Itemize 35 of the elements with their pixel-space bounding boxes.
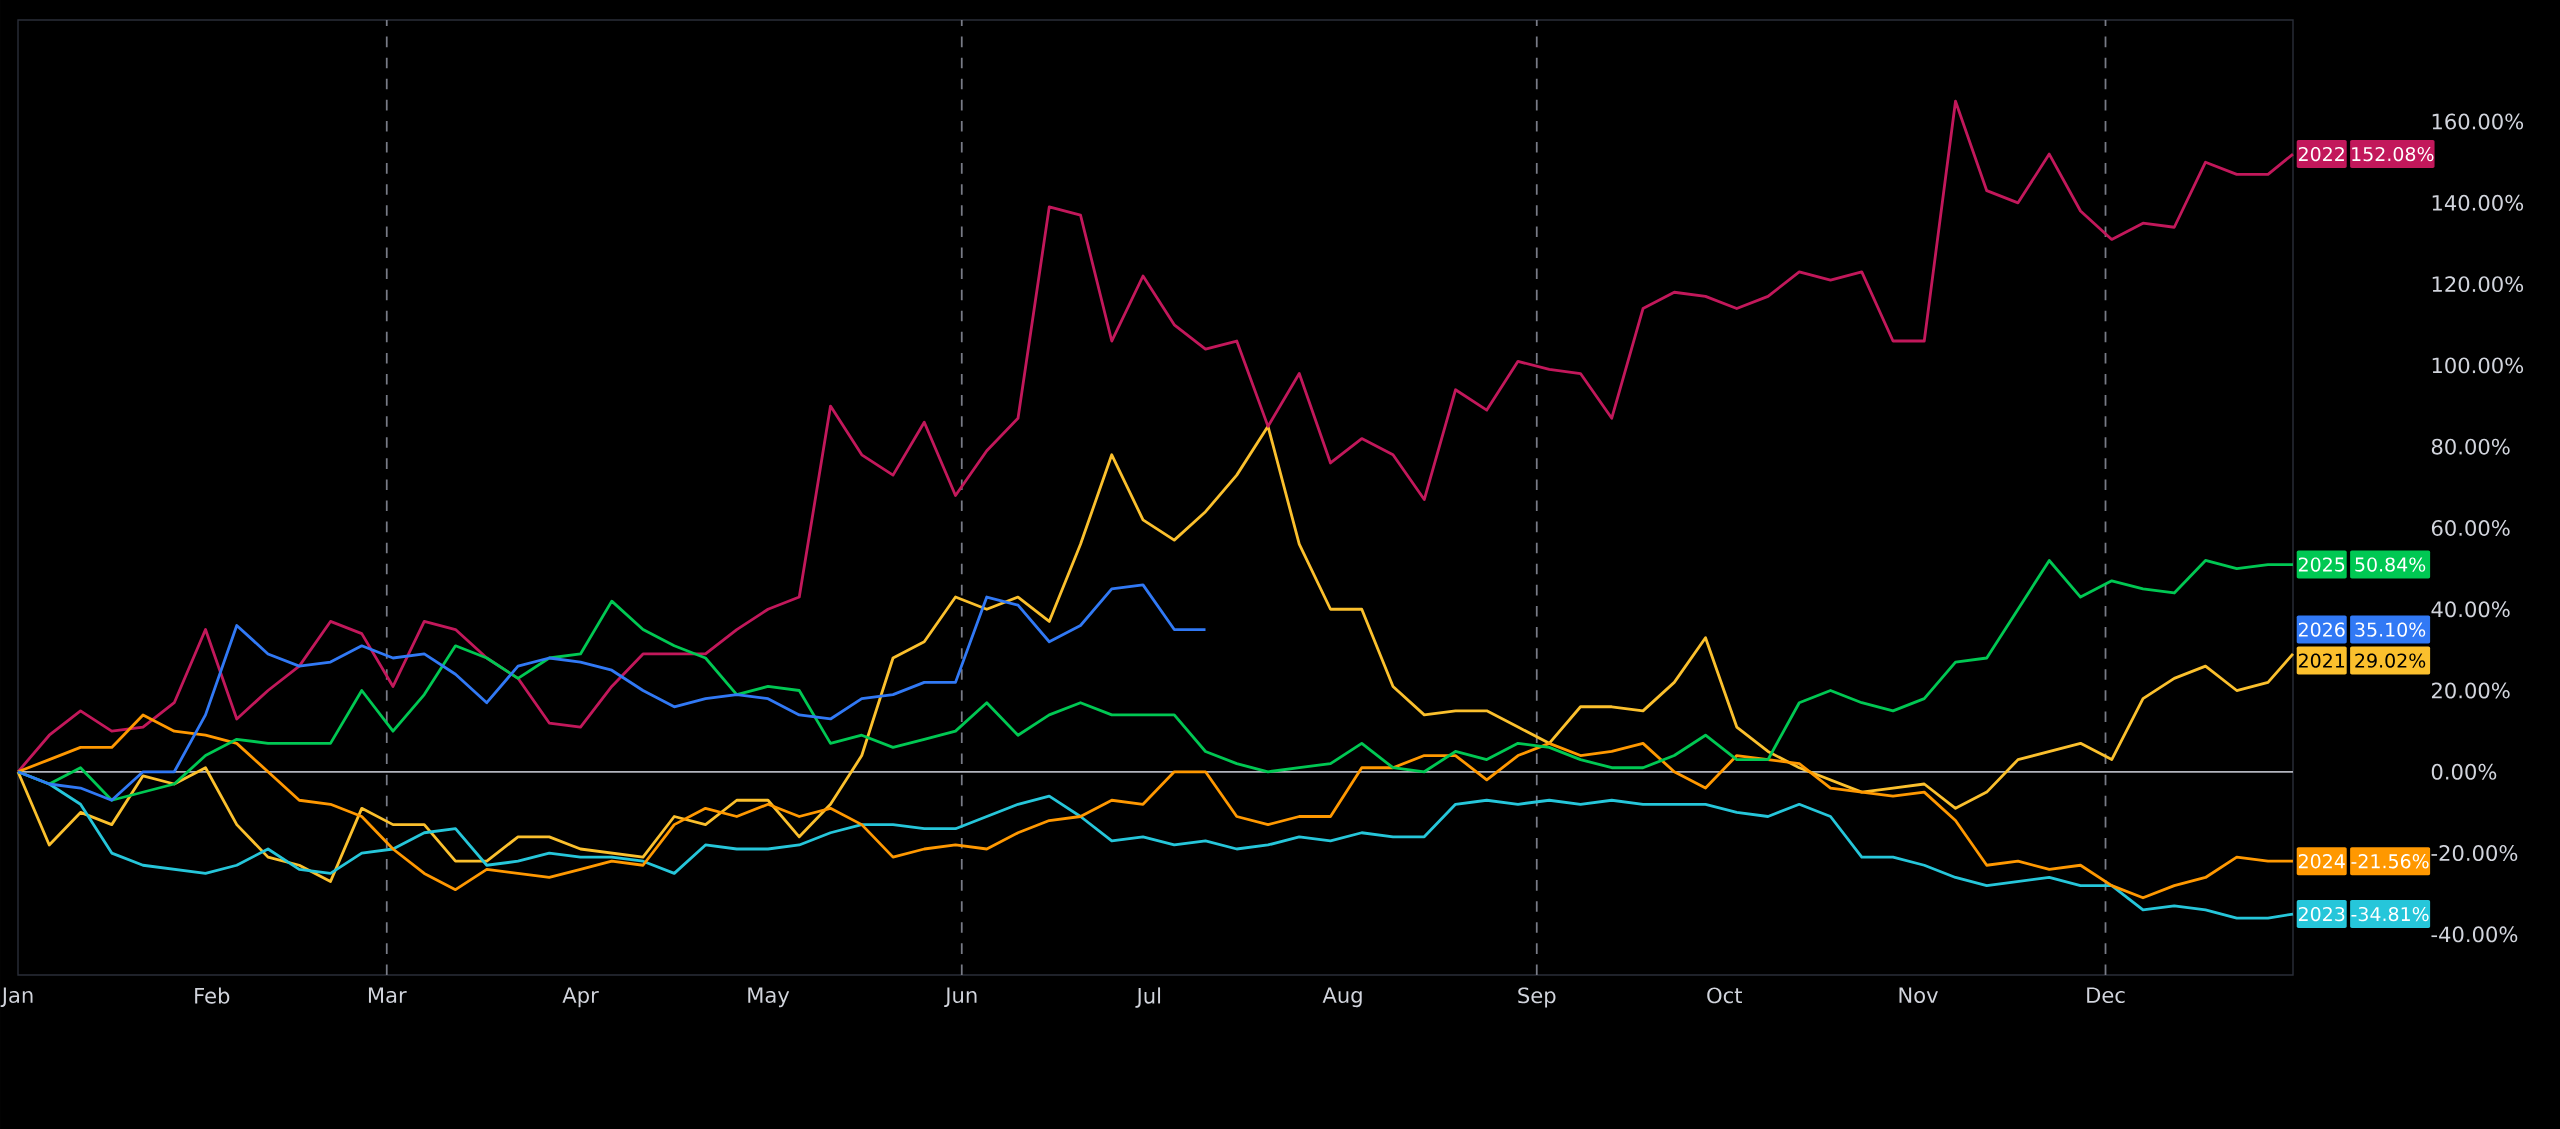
x-tick-label: Nov (1899, 987, 1938, 1004)
x-tick-label: Jan (0, 987, 33, 1008)
x-tick-label: Oct (1707, 987, 1742, 1004)
x-tick-label: Jun (944, 987, 977, 1008)
legend-label: 2025 (2298, 557, 2345, 572)
x-tick-label: Mar (368, 987, 407, 1004)
text: -21.56% (2351, 854, 2429, 869)
legend-label: 2024 (2298, 854, 2345, 869)
x-tick-label: Feb (195, 987, 230, 1004)
x-tick-label: May (748, 987, 790, 1008)
legend-label: 2021 (2298, 653, 2345, 668)
y-tick-label: -20.00% (2431, 845, 2518, 862)
y-tick-label: 160.00% (2432, 113, 2524, 130)
y-tick-label: 60.00% (2431, 519, 2510, 536)
text: 35.10% (2355, 622, 2426, 637)
x-tick-label: Jul (1135, 987, 1161, 1008)
legend-label: 2026 (2298, 622, 2345, 637)
x-tick-label: Dec (2087, 987, 2125, 1004)
x-tick-label: Apr (562, 987, 599, 1008)
y-tick-label: 20.00% (2431, 682, 2510, 699)
y-tick-label: 120.00% (2432, 276, 2524, 293)
y-tick-label: 140.00% (2432, 194, 2524, 211)
y-tick-label: 100.00% (2432, 357, 2524, 374)
text: 29.02% (2355, 653, 2426, 668)
y-tick-label: 0.00% (2431, 763, 2497, 780)
y-tick-label: 40.00% (2431, 601, 2510, 618)
legend-label: 2023 (2298, 906, 2345, 922)
x-tick-label: Aug (1322, 987, 1362, 1008)
text: 152.08% (2352, 146, 2434, 162)
x-tick-label: Sep (1518, 987, 1556, 1008)
legend-label: 2022 (2298, 146, 2344, 162)
y-tick-label: -40.00% (2431, 926, 2518, 943)
text: -34.81% (2351, 906, 2429, 922)
y-tick-label: 80.00% (2431, 438, 2510, 455)
text: 50.84% (2355, 557, 2426, 572)
